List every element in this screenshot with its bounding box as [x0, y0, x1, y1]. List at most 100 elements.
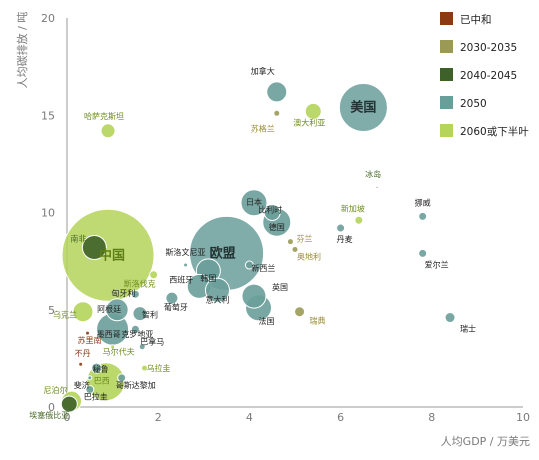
- bubble-label: 冰岛: [365, 169, 381, 179]
- bubble-label: 爱尔兰: [425, 259, 449, 269]
- x-axis-title: 人均GDP / 万美元: [441, 435, 530, 448]
- legend-swatch: [440, 12, 453, 25]
- bubble-label: 瑞典: [310, 316, 326, 326]
- bubble-label: 南非: [70, 234, 86, 244]
- bubble-马尔代夫: [110, 344, 116, 350]
- y-tick-label: 20: [41, 12, 55, 25]
- bubble-新加坡: [354, 215, 364, 225]
- bubble-苏格兰: [273, 109, 281, 117]
- bubble-label: 美国: [350, 99, 376, 115]
- bubble-label: 乌克兰: [53, 310, 77, 320]
- y-tick-label: 10: [41, 207, 55, 220]
- bubble-爱尔兰: [418, 248, 428, 258]
- bubble-意大利: [204, 277, 230, 303]
- bubble-label: 新加坡: [341, 203, 365, 213]
- bubble-埃塞俄比亚: [60, 395, 78, 413]
- bubble-label: 西班牙: [169, 274, 193, 284]
- bubble-label: 马尔代夫: [103, 347, 135, 357]
- y-tick-label: 0: [48, 401, 55, 414]
- bubble-label: 埃塞俄比亚: [29, 410, 69, 420]
- y-ticks: 0 5 10 15 20: [41, 12, 55, 414]
- bubble-英国: [241, 283, 267, 309]
- legend-label: 2030-2035: [460, 42, 517, 54]
- bubble-克罗地亚: [130, 324, 140, 334]
- bubble-哈萨克斯坦: [100, 123, 116, 139]
- bubble-斯洛文尼亚: [183, 262, 189, 268]
- bubble-日本: [240, 189, 268, 217]
- bubble-label: 德国: [269, 222, 285, 232]
- bubble-label: 苏格兰: [251, 123, 275, 133]
- bubble-label: 巴西: [94, 377, 110, 386]
- bubble-label: 英国: [272, 282, 288, 292]
- bubble-label: 哥斯达黎加: [116, 380, 156, 390]
- bubble-南非: [81, 235, 107, 261]
- bubble-冰岛: [375, 185, 379, 189]
- bubble-label: 芬兰: [296, 234, 312, 244]
- bubble-苏里南: [85, 330, 91, 336]
- x-tick-label: 0: [64, 411, 71, 424]
- bubble-瑞士: [444, 312, 456, 324]
- legend-label: 已中和: [460, 13, 492, 26]
- bubble-label: 中国: [99, 247, 125, 263]
- bubble-label: 挪威: [415, 197, 431, 207]
- bubble-斯洛伐克: [149, 270, 159, 280]
- bubble-label: 新西兰: [251, 263, 275, 273]
- bubble-label: 斯洛伐克: [124, 279, 156, 289]
- bubble-丹麦: [336, 223, 346, 233]
- bubble-匈牙利: [130, 289, 140, 299]
- bubble-智利: [132, 306, 148, 322]
- legend: 已中和 2030-2035 2040-2045 2050 2060或下半叶: [440, 12, 529, 138]
- bubble-label: 葡萄牙: [164, 302, 188, 312]
- bubble-不丹: [78, 361, 84, 367]
- bubble-label: 瑞士: [460, 324, 476, 334]
- bubble-葡萄牙: [165, 291, 179, 305]
- bubble-label: 不丹: [75, 349, 91, 358]
- bubble-瑞典: [294, 306, 306, 318]
- bubble-阿根廷: [105, 298, 129, 322]
- bubble-label: 法国: [259, 316, 275, 326]
- bubble-巴拿马: [138, 343, 146, 351]
- bubble-label: 墨西哥: [97, 330, 121, 339]
- bubble-label: 斯洛文尼亚: [166, 247, 206, 257]
- bubble-斐济: [87, 375, 93, 381]
- x-tick-label: 10: [516, 411, 530, 424]
- bubble-label: 哈萨克斯坦: [84, 111, 124, 121]
- bubble-澳大利亚: [304, 102, 322, 120]
- bubble-新西兰: [244, 260, 254, 270]
- bubble-挪威: [418, 211, 428, 221]
- bubble-label: 克罗地亚: [121, 329, 153, 339]
- bubble-label: 巴拿马: [140, 337, 164, 347]
- bubble-label: 巴拉圭: [84, 391, 108, 401]
- x-tick-label: 2: [155, 411, 162, 424]
- bubble-label: 加拿大: [251, 66, 275, 76]
- bubble-秘鲁: [91, 362, 103, 374]
- bubbles: [60, 81, 456, 413]
- bubble-label: 匈牙利: [111, 288, 135, 298]
- bubble-乌拉圭: [141, 364, 149, 372]
- legend-swatch: [440, 96, 453, 109]
- bubble-label: 斐济: [74, 380, 90, 390]
- y-axis-title: 人均碳排放 / 吨: [15, 12, 29, 89]
- y-tick-label: 15: [41, 109, 55, 122]
- legend-swatch: [440, 68, 453, 81]
- bubble-label: 丹麦: [337, 234, 353, 244]
- bubble-label: 苏里南: [78, 335, 102, 345]
- bubble-比利时: [263, 204, 281, 221]
- bubble-label: 日本: [246, 197, 262, 207]
- bubble-加拿大: [266, 81, 288, 103]
- bubble-奥地利: [291, 245, 299, 253]
- bubble-label: 尼泊尔: [44, 385, 68, 395]
- legend-swatch: [440, 40, 453, 53]
- legend-swatch: [440, 124, 453, 137]
- legend-label: 2040-2045: [460, 70, 517, 82]
- bubble-label: 阿根廷: [97, 304, 121, 314]
- bubble-label: 奥地利: [297, 251, 321, 261]
- bubble-乌克兰: [72, 301, 94, 323]
- x-ticks: 0 2 4 6 8 10: [64, 411, 531, 424]
- bubble-label: 秘鲁: [93, 364, 109, 374]
- legend-label: 2050: [460, 98, 487, 110]
- bubble-label: 比利时: [258, 205, 282, 215]
- x-tick-label: 6: [337, 411, 344, 424]
- bubble-label: 韩国: [200, 273, 216, 283]
